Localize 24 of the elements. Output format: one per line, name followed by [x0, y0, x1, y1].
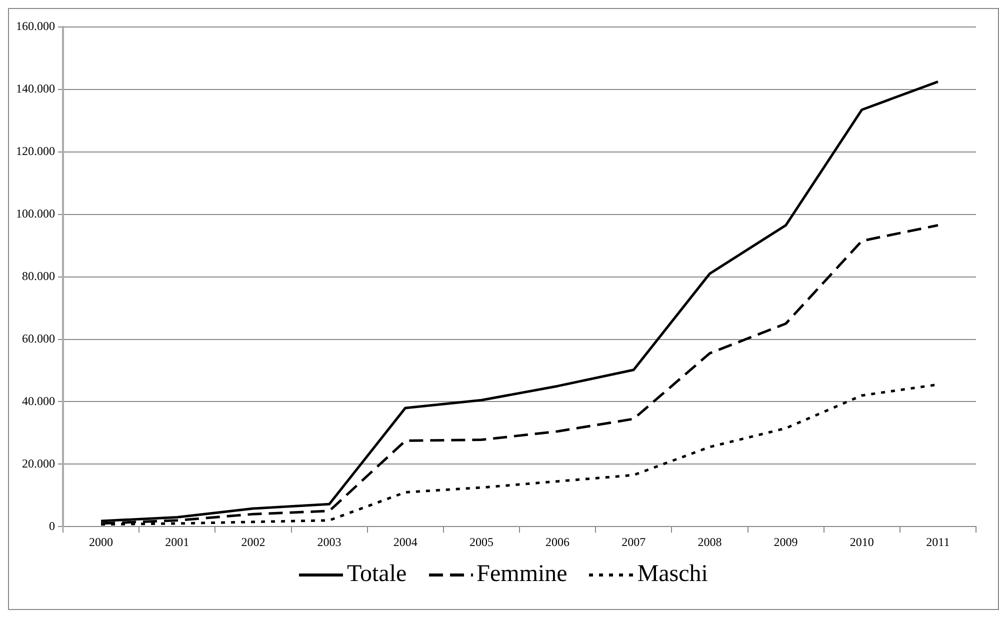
x-tick-label: 2003 [317, 534, 342, 549]
legend-label: Femmine [476, 561, 568, 588]
y-tick-label: 160.000 [16, 19, 55, 34]
x-tick-label: 2006 [546, 534, 570, 549]
x-tick-label: 2005 [469, 534, 494, 549]
legend-label: Totale [347, 561, 407, 588]
y-tick-label: 0 [49, 518, 55, 533]
x-tick-label: 2009 [774, 534, 798, 549]
y-tick-label: 20.000 [22, 456, 55, 470]
y-tick-label: 120.000 [16, 144, 55, 158]
y-tick-label: 140.000 [16, 82, 55, 96]
x-tick-label: 2007 [622, 534, 646, 549]
x-tick-label: 2002 [241, 534, 266, 549]
legend-label: Maschi [637, 561, 708, 588]
y-tick-label: 100.000 [16, 206, 55, 221]
y-tick-label: 80.000 [22, 268, 55, 283]
x-tick-label: 2004 [393, 534, 418, 549]
x-tick-label: 2011 [926, 534, 950, 549]
x-tick-label: 2008 [698, 534, 722, 549]
y-tick-label: 40.000 [22, 394, 55, 408]
x-tick-label: 2001 [165, 534, 190, 549]
x-tick-label: 2010 [850, 534, 874, 549]
y-tick-label: 60.000 [22, 331, 55, 346]
x-tick-label: 2000 [89, 534, 114, 549]
